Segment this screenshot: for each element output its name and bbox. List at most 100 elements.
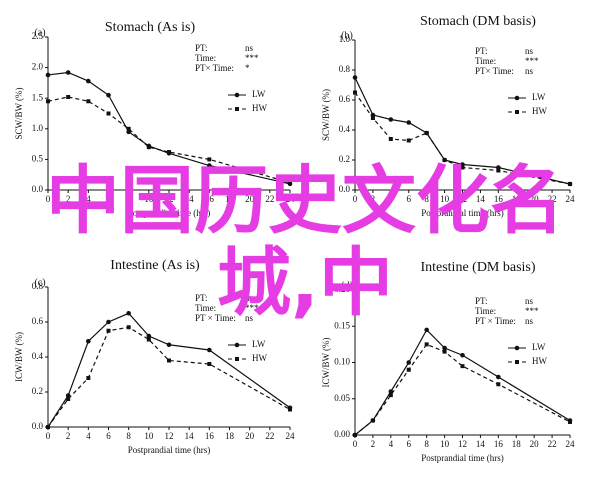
legend-marker xyxy=(514,345,520,351)
data-point xyxy=(496,168,501,173)
data-point xyxy=(46,425,50,429)
annotation-value: ns xyxy=(525,46,534,56)
data-point xyxy=(370,418,375,423)
data-point xyxy=(406,120,412,125)
data-point xyxy=(352,75,358,80)
y-tick-label: 0.00 xyxy=(334,429,350,439)
y-tick-label: 0.5 xyxy=(32,153,44,163)
legend-label: HW xyxy=(532,356,547,366)
chart-title: Intestine (DM basis) xyxy=(420,260,535,275)
data-point xyxy=(424,131,429,135)
x-tick-label: 22 xyxy=(265,431,274,441)
data-point xyxy=(353,433,357,437)
y-tick-label: 0.0 xyxy=(32,184,44,194)
x-tick-label: 6 xyxy=(407,439,412,449)
series-line xyxy=(354,92,571,185)
chart-title: Stomach (As is) xyxy=(105,20,196,35)
legend-label: HW xyxy=(252,103,267,113)
x-tick-label: 16 xyxy=(494,439,504,449)
data-point xyxy=(146,333,152,339)
x-tick-label: 8 xyxy=(424,194,429,204)
x-axis-label: Postprandial time (hrs) xyxy=(421,208,504,218)
x-tick-label: 12 xyxy=(165,431,174,441)
x-tick-label: 20 xyxy=(530,194,540,204)
y-tick-label: 0.10 xyxy=(334,357,350,367)
data-point xyxy=(207,163,212,168)
annotation-label: PT × Time: xyxy=(475,316,516,326)
data-point xyxy=(207,157,212,162)
x-tick-label: 2 xyxy=(66,431,71,441)
data-point xyxy=(106,319,111,325)
x-tick-label: 14 xyxy=(476,194,486,204)
data-point xyxy=(207,362,212,366)
x-tick-label: 22 xyxy=(548,194,557,204)
annotation-label: Time: xyxy=(475,306,496,316)
legend-marker xyxy=(515,110,519,114)
legend-marker xyxy=(235,107,239,111)
annotation-value: *** xyxy=(525,56,539,66)
annotation-value: ns xyxy=(245,43,254,53)
panel-label: (a) xyxy=(34,27,45,38)
data-point xyxy=(106,92,111,98)
data-point xyxy=(167,358,171,363)
y-tick-label: 0.8 xyxy=(32,281,44,291)
data-point xyxy=(166,342,172,348)
data-point xyxy=(86,376,91,380)
panel-label: (d) xyxy=(341,280,353,291)
data-point xyxy=(106,328,111,333)
data-point xyxy=(66,397,71,401)
y-tick-label: 0.20 xyxy=(334,284,350,294)
x-tick-label: 6 xyxy=(106,194,111,204)
x-axis-label: Postprandial time (hrs) xyxy=(128,445,211,455)
x-tick-label: 16 xyxy=(205,194,215,204)
data-point xyxy=(45,72,51,78)
x-tick-label: 2 xyxy=(371,439,376,449)
x-tick-label: 24 xyxy=(566,194,576,204)
y-tick-label: 0.4 xyxy=(339,124,351,134)
x-tick-label: 2 xyxy=(371,194,376,204)
annotation-value: *** xyxy=(525,306,539,316)
data-point xyxy=(424,327,429,333)
data-point xyxy=(65,70,71,75)
chart-title: Intestine (As is) xyxy=(110,258,200,273)
x-tick-label: 24 xyxy=(286,431,296,441)
x-tick-label: 0 xyxy=(46,194,51,204)
x-tick-label: 8 xyxy=(126,431,131,441)
legend-label: HW xyxy=(252,353,267,363)
legend-label: LW xyxy=(532,342,546,352)
legend-marker xyxy=(234,92,240,98)
y-tick-label: 0.0 xyxy=(339,184,351,194)
data-point xyxy=(288,180,292,185)
x-tick-label: 0 xyxy=(353,439,358,449)
y-tick-label: 0.6 xyxy=(32,316,44,326)
annotation-value: ns xyxy=(245,313,254,323)
x-tick-label: 4 xyxy=(86,431,91,441)
x-axis-label: Postprandial time (hrs) xyxy=(128,208,211,218)
data-point xyxy=(146,145,151,150)
annotation-label: PT × Time: xyxy=(195,313,236,323)
x-tick-label: 10 xyxy=(440,194,450,204)
data-point xyxy=(496,382,501,387)
annotation-value: ns xyxy=(525,296,534,306)
y-tick-label: 1.0 xyxy=(339,34,351,44)
legend-marker xyxy=(235,357,239,361)
overlay-text: 中国历史文化名城,中 xyxy=(46,158,564,326)
y-tick-label: 1.0 xyxy=(32,123,44,133)
data-point xyxy=(46,99,50,104)
annotation-label: Time: xyxy=(195,53,216,63)
x-tick-label: 24 xyxy=(566,439,576,449)
y-axis-label: SCW/BW (%) xyxy=(321,89,331,141)
y-tick-label: 2.0 xyxy=(32,62,44,72)
x-axis-label: Postprandial time (hrs) xyxy=(421,453,504,463)
legend-marker xyxy=(234,342,240,348)
data-point xyxy=(207,347,212,353)
x-tick-label: 24 xyxy=(286,194,296,204)
x-tick-label: 4 xyxy=(389,194,394,204)
data-point xyxy=(460,165,465,170)
data-point xyxy=(126,310,131,316)
data-point xyxy=(167,150,171,155)
data-point xyxy=(86,78,91,84)
annotation-label: PT× Time: xyxy=(475,66,514,76)
data-point xyxy=(406,367,411,372)
annotation-value: ns xyxy=(245,293,254,303)
